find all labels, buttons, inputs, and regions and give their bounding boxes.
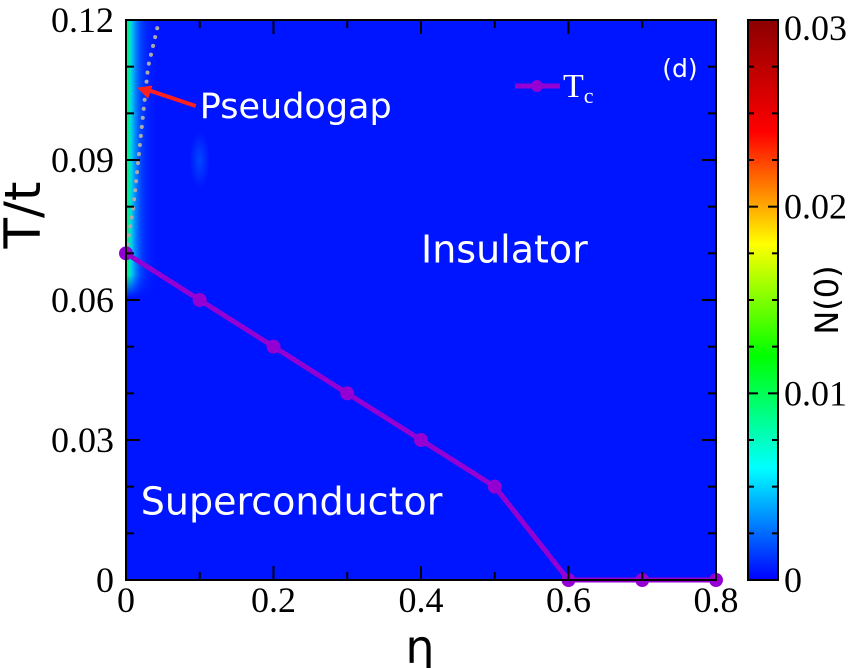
legend-label-sub: c (584, 83, 594, 108)
x-tick-label: 0 (117, 580, 135, 620)
axis-ticks (125, 19, 717, 581)
tc-point (192, 293, 207, 307)
legend-label-main: T (563, 68, 584, 105)
colorbar-tick-label: 0 (784, 560, 802, 600)
insulator-label: Insulator (421, 228, 588, 272)
x-tick-label: 0.2 (251, 580, 296, 620)
pseudogap-arrowhead (137, 85, 153, 99)
colorbar-tick-label: 0.03 (784, 8, 847, 48)
tc-point (487, 479, 502, 494)
tc-point (340, 386, 355, 401)
faint-heat-spot (189, 132, 210, 188)
y-tick-label: 0.03 (51, 420, 114, 460)
pseudogap-boundary (124, 18, 162, 256)
panel-label: (d) (662, 54, 697, 83)
colorbar-label: N(0) (808, 265, 846, 334)
legend-label: Tc (563, 68, 594, 108)
pseudogap-boundary-line (124, 18, 162, 256)
annotations: Pseudogap Insulator Superconductor (137, 85, 588, 524)
pseudogap-arrow (146, 87, 197, 108)
x-tick-label: 0.4 (399, 580, 444, 620)
y-tick-label: 0.09 (51, 140, 114, 180)
axis-tick-labels: 0 0.2 0.4 0.6 0.8 0 0.03 0.06 0.09 0.12 (51, 0, 739, 620)
legend-marker (531, 80, 543, 92)
tc-point (266, 339, 281, 354)
y-tick-label: 0 (96, 560, 114, 600)
y-tick-label: 0.12 (51, 0, 114, 40)
colorbar-tick-label: 0.01 (784, 373, 847, 413)
y-axis-label: T/t (0, 182, 52, 250)
superconductor-label: Superconductor (141, 480, 443, 524)
x-tick-label: 0.8 (694, 580, 739, 620)
x-tick-label: 0.6 (546, 580, 591, 620)
y-tick-label: 0.06 (51, 280, 114, 320)
colorbar-ticks: 0 0.01 0.02 0.03 (748, 8, 847, 600)
legend: Tc (515, 68, 594, 108)
colorbar-tick-label: 0.02 (784, 187, 847, 227)
pseudogap-label: Pseudogap (200, 87, 392, 127)
x-axis-label: η (405, 620, 434, 668)
pseudogap-heat-region (126, 20, 716, 580)
tc-point (414, 433, 428, 447)
